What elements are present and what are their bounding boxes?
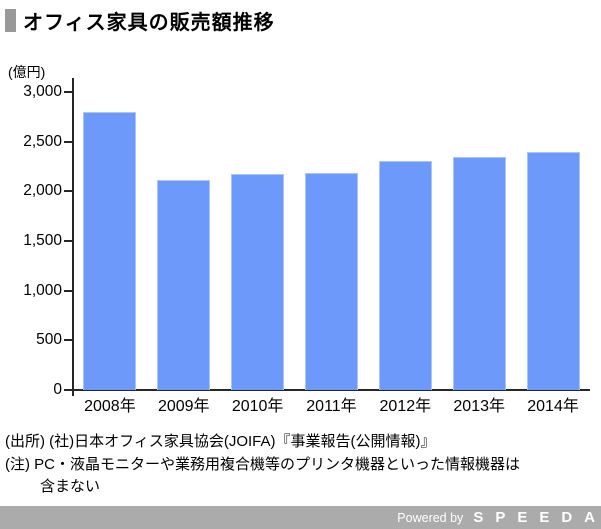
- title-marker-icon: [5, 9, 16, 32]
- y-axis-tick-label: 2,000: [23, 182, 62, 200]
- x-axis-label: 2009年: [157, 398, 210, 415]
- y-axis-tick-label: 1,000: [23, 281, 62, 299]
- y-axis-tick-label: 500: [36, 331, 62, 349]
- y-axis-line: [72, 78, 74, 396]
- bar-2011年: [305, 173, 358, 390]
- y-axis-tick: [64, 289, 73, 292]
- source-note: (出所) (社)日本オフィス家具協会(JOIFA)『事業報告(公開情報)』: [5, 433, 436, 450]
- bar-2013年: [452, 156, 506, 390]
- footer-bar: Powered by SPEEDA: [0, 506, 601, 529]
- equipment-note-line1: (注) PC・液晶モニターや業務用複合機等のプリンタ機器といった情報機器は: [5, 455, 520, 473]
- y-axis-tick: [64, 240, 73, 242]
- y-axis-tick: [64, 190, 73, 193]
- equipment-note-line2: 含まない: [40, 478, 101, 495]
- notes-block: (出所) (社)日本オフィス家具協会(JOIFA)『事業報告(公開情報)』 (注…: [5, 431, 597, 499]
- bar-2012年: [378, 160, 432, 390]
- y-axis-tick-label: 2,500: [23, 132, 62, 150]
- y-axis-tick: [64, 140, 73, 143]
- chart-area: (億円) 0 500 1,000 1,500 2,000 2,500 3,000 2008年 2…: [8, 64, 590, 415]
- page-title: オフィス家具の販売額推移: [23, 12, 275, 34]
- bar-2009年: [157, 180, 211, 390]
- y-axis-tick: [64, 339, 73, 342]
- powered-by-label: Powered by: [397, 510, 464, 525]
- x-axis-label: 2012年: [379, 398, 432, 415]
- y-axis-tick-label: 0: [53, 381, 62, 398]
- y-axis-unit-label: (億円): [8, 64, 46, 80]
- x-axis-line: [72, 389, 590, 391]
- x-axis-label: 2010年: [231, 398, 284, 415]
- x-axis-label: 2013年: [453, 398, 505, 415]
- y-axis-tick-label: 1,500: [23, 232, 62, 249]
- speeda-logo: SPEEDA: [473, 509, 601, 526]
- title-row: オフィス家具の販売額推移: [5, 6, 275, 35]
- bar-2008年: [83, 111, 137, 390]
- y-axis-tick: [64, 389, 73, 391]
- bar-2010年: [231, 174, 285, 390]
- bar-2014年: [526, 151, 580, 390]
- x-axis-label: 2011年: [306, 398, 357, 415]
- y-axis-tick-label: 3,000: [23, 83, 62, 100]
- x-axis-label: 2008年: [84, 398, 136, 415]
- y-axis-tick: [64, 91, 73, 93]
- x-axis-label: 2014年: [527, 398, 579, 415]
